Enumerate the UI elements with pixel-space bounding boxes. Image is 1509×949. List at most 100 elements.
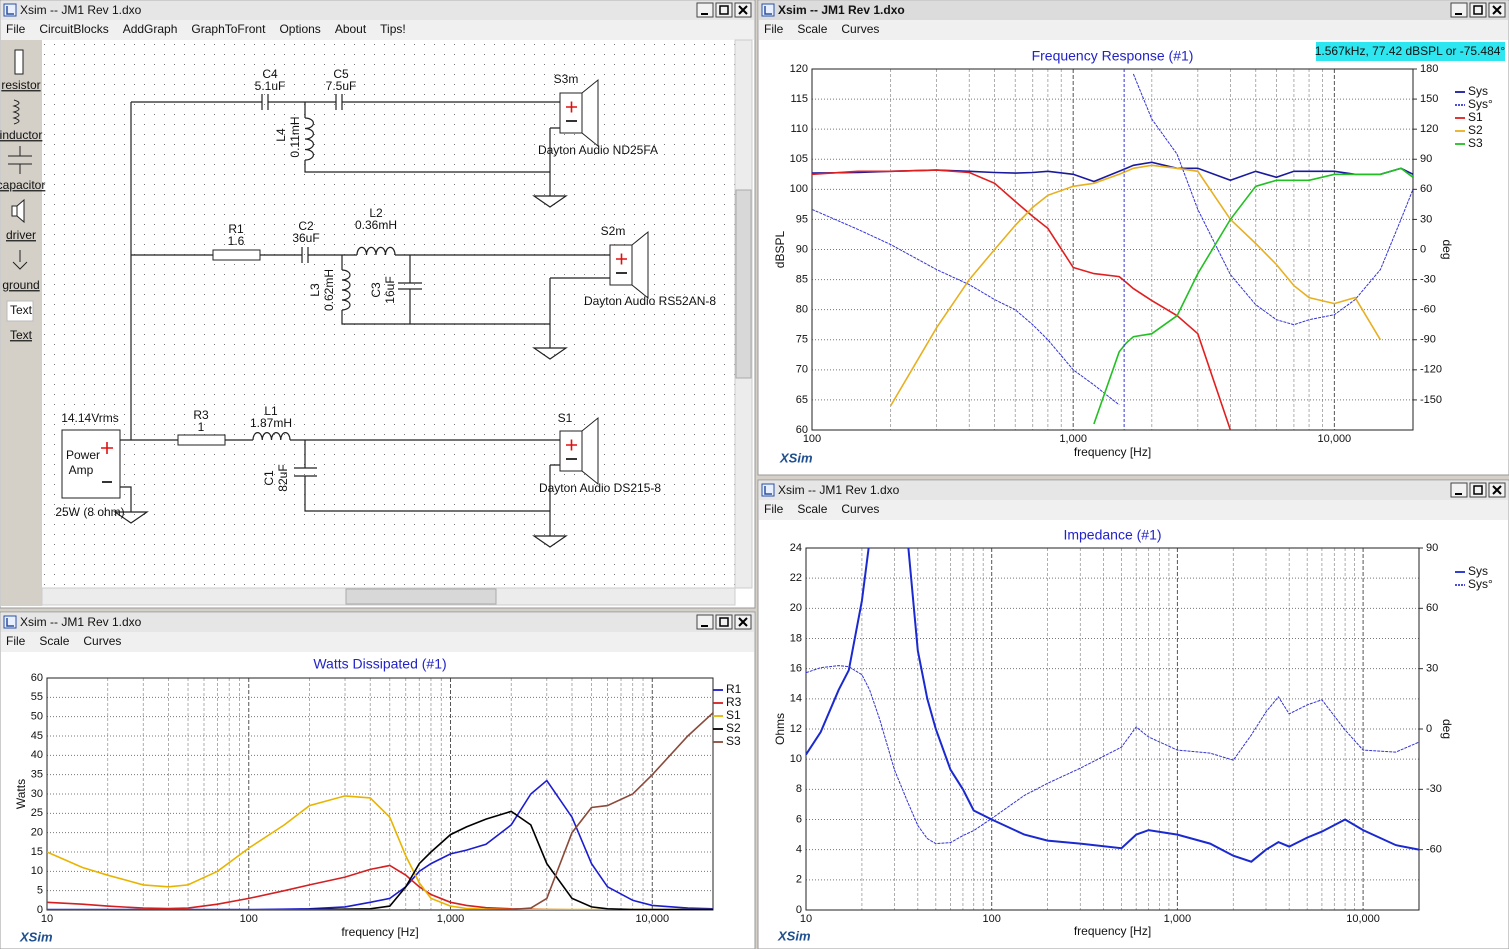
legend-label: Sys (1468, 564, 1488, 578)
menu-item[interactable]: Tips! (380, 22, 406, 36)
menu-item[interactable]: CircuitBlocks (39, 22, 108, 36)
y2-tick-label: 60 (1426, 602, 1438, 614)
series-line (806, 548, 1419, 863)
logo: XSim (779, 450, 813, 465)
x-tick-label: 10,000 (635, 913, 669, 925)
speaker-cone (581, 416, 599, 486)
y-tick-label: 100 (790, 183, 808, 195)
y-tick-label: 35 (31, 769, 43, 781)
maximize-button[interactable] (715, 2, 733, 18)
menu-item[interactable]: Scale (797, 502, 827, 516)
y-tick-label: 90 (796, 243, 808, 255)
button-glyph (738, 617, 748, 627)
capacitor (301, 247, 309, 263)
toolbar (1, 40, 42, 606)
tool-label[interactable]: ground (2, 278, 39, 292)
component-value: 16uF (383, 276, 397, 303)
amp-label: Power (66, 448, 100, 462)
y2-tick-label: -60 (1426, 844, 1442, 856)
component-value: 36uF (292, 231, 319, 245)
component-value: 1.6 (228, 234, 245, 248)
legend-label: S1 (726, 708, 741, 722)
y-tick-label: 8 (796, 783, 802, 795)
component-value: 0.11mH (288, 116, 302, 157)
component-value: 0.62mH (322, 269, 336, 311)
menu-item[interactable]: Scale (797, 22, 827, 36)
menu-item[interactable]: Curves (841, 502, 879, 516)
menu-item[interactable]: GraphToFront (191, 22, 266, 36)
menu-item[interactable]: Options (279, 22, 320, 36)
menu-item[interactable]: Curves (83, 634, 121, 648)
y-axis-label: dBSPL (773, 230, 787, 268)
component-value: 5.1uF (255, 79, 286, 93)
capacitor (294, 467, 317, 477)
plot-border (805, 547, 1420, 911)
y-tick-label: 55 (31, 691, 43, 703)
menu-item[interactable]: About (335, 22, 367, 36)
y-tick-label: 20 (31, 827, 43, 839)
y2-tick-label: 60 (1420, 183, 1432, 195)
menu-item[interactable]: File (6, 22, 26, 36)
tool-label[interactable]: driver (6, 228, 36, 242)
y-tick-label: 0 (796, 904, 802, 916)
maximize-button[interactable] (715, 614, 733, 630)
legend-label: R1 (726, 682, 742, 696)
window-title: Xsim -- JM1 Rev 1.dxo (20, 615, 142, 629)
polarity (616, 253, 627, 265)
y-tick-label: 95 (796, 213, 808, 225)
y-tick-label: 60 (796, 424, 808, 436)
y-tick-label: 22 (790, 572, 802, 584)
menu-item[interactable]: File (764, 22, 784, 36)
speaker (609, 244, 633, 286)
tool-label[interactable]: resistor (1, 78, 40, 92)
chart-title: Impedance (#1) (1063, 527, 1161, 543)
series-line (47, 712, 713, 910)
tool-label[interactable]: capacitor (0, 178, 45, 192)
y-tick-label: 80 (796, 304, 808, 316)
series-group (812, 73, 1413, 430)
y2-axis-label: deg (1440, 239, 1454, 259)
title-bar (1, 613, 754, 632)
series-line (812, 73, 1413, 406)
y2-tick-label: -60 (1420, 304, 1436, 316)
tool-label[interactable]: Text (10, 303, 33, 317)
app-icon-glyph (6, 618, 14, 627)
y-tick-label: 115 (790, 93, 808, 105)
menu-item[interactable]: AddGraph (123, 22, 178, 36)
menu-item[interactable]: File (6, 634, 26, 648)
component-name: C3 (369, 282, 383, 298)
maximize-button[interactable] (1469, 482, 1487, 498)
scroll-thumb[interactable] (735, 189, 752, 379)
menu-item[interactable]: Scale (39, 634, 69, 648)
x-tick-label: 100 (240, 913, 258, 925)
component-name: L2 (369, 206, 383, 220)
tool-label[interactable]: Text (10, 328, 33, 342)
resistor (177, 434, 226, 446)
x-axis-label: frequency [Hz] (1074, 445, 1151, 459)
menu-bar (759, 20, 1508, 40)
x-tick-label: 1,000 (437, 913, 465, 925)
y-tick-label: 45 (31, 730, 43, 742)
y-tick-label: 10 (31, 865, 43, 877)
window-title: Xsim -- JM1 Rev 1.dxo (778, 3, 905, 17)
menu-item[interactable]: File (764, 502, 784, 516)
driver-name: S2m (601, 224, 626, 238)
y2-tick-label: 150 (1420, 93, 1438, 105)
polarity (566, 439, 577, 451)
y-tick-label: 14 (790, 693, 802, 705)
x-tick-label: 10,000 (1318, 433, 1352, 445)
y-axis-label: Ohms (773, 713, 787, 745)
y2-tick-label: 120 (1420, 123, 1438, 135)
scroll-thumb[interactable] (345, 588, 497, 605)
maximize-button[interactable] (1469, 2, 1487, 18)
ground (532, 347, 568, 360)
y-tick-label: 12 (790, 723, 802, 735)
inductor (252, 432, 291, 441)
menu-item[interactable]: Curves (841, 22, 879, 36)
series-line (47, 810, 713, 910)
y2-axis-label: deg (1440, 719, 1454, 739)
component-name: C2 (298, 219, 314, 233)
cursor-readout-box (1316, 42, 1505, 61)
y2-tick-label: -90 (1420, 334, 1436, 346)
tool-label[interactable]: inductor (0, 128, 42, 142)
